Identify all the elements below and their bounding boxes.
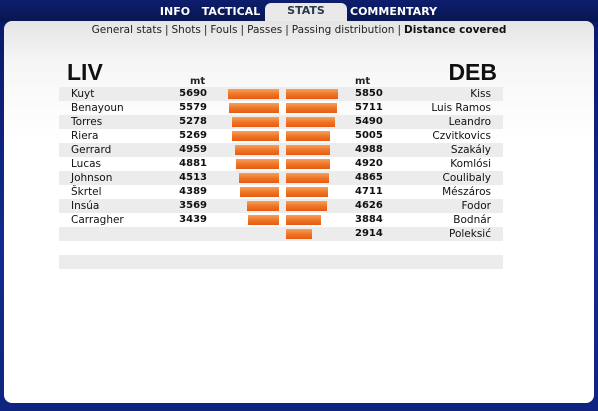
home-player-name: Johnson bbox=[71, 172, 113, 184]
table-row: Kuyt 5690 5850 Kiss bbox=[59, 87, 503, 101]
home-player-name: Insúa bbox=[71, 200, 100, 212]
away-distance-value: 4626 bbox=[355, 200, 383, 211]
away-team-name: DEB bbox=[448, 59, 497, 85]
home-distance-bar bbox=[235, 145, 279, 155]
away-unit-label: mt bbox=[355, 76, 371, 87]
away-distance-value: 4711 bbox=[355, 186, 383, 197]
table-footer-bar bbox=[59, 255, 503, 269]
away-distance-value: 4988 bbox=[355, 144, 383, 155]
away-player-name: Komlósi bbox=[450, 158, 491, 170]
away-distance-value: 5850 bbox=[355, 88, 383, 99]
subnav-fouls[interactable]: Fouls bbox=[210, 24, 238, 36]
away-player-name: Kiss bbox=[470, 88, 491, 100]
away-distance-bar bbox=[286, 201, 327, 211]
table-row: Carragher 3439 3884 Bodnár bbox=[59, 213, 503, 227]
subnav-separator: | bbox=[164, 24, 169, 36]
subnav-separator: | bbox=[397, 24, 401, 36]
away-player-name: Czvitkovics bbox=[432, 130, 491, 142]
home-player-name: Torres bbox=[71, 116, 103, 128]
away-player-name: Mészáros bbox=[442, 186, 491, 198]
away-distance-bar bbox=[286, 215, 321, 225]
home-distance-value: 5690 bbox=[179, 88, 207, 99]
home-distance-bar bbox=[239, 173, 279, 183]
table-row: Benayoun 5579 5711 Luis Ramos bbox=[59, 101, 503, 115]
subnav-passes[interactable]: Passes bbox=[247, 24, 283, 36]
subnav-passing-distribution[interactable]: Passing distribution bbox=[291, 24, 395, 36]
table-row: Škrtel 4389 4711 Mészáros bbox=[59, 185, 503, 199]
away-distance-bar bbox=[286, 173, 329, 183]
away-distance-bar bbox=[286, 89, 338, 99]
away-distance-value: 4920 bbox=[355, 158, 383, 169]
away-distance-value: 3884 bbox=[355, 214, 383, 225]
home-player-name: Benayoun bbox=[71, 102, 124, 114]
home-team-name: LIV bbox=[67, 59, 103, 85]
away-player-name: Bodnár bbox=[453, 214, 491, 226]
home-player-name: Lucas bbox=[71, 158, 101, 170]
subnav-separator: | bbox=[203, 24, 208, 36]
table-row: Riera 5269 5005 Czvitkovics bbox=[59, 129, 503, 143]
away-distance-bar bbox=[286, 145, 330, 155]
away-player-name: Luis Ramos bbox=[431, 102, 491, 114]
home-distance-value: 4881 bbox=[179, 158, 207, 169]
stats-panel: General stats | Shots | Fouls | Passes | Passing… bbox=[4, 21, 594, 403]
subnav-separator: | bbox=[285, 24, 289, 36]
away-distance-bar bbox=[286, 229, 312, 239]
away-distance-bar bbox=[286, 117, 335, 127]
home-distance-value: 3439 bbox=[179, 214, 207, 225]
away-player-name: Poleksić bbox=[449, 228, 491, 240]
away-distance-value: 4865 bbox=[355, 172, 383, 183]
home-player-name: Riera bbox=[71, 130, 99, 142]
away-distance-bar bbox=[286, 159, 330, 169]
away-distance-value: 5711 bbox=[355, 102, 383, 113]
away-distance-bar bbox=[286, 187, 328, 197]
home-distance-value: 5278 bbox=[179, 116, 207, 127]
away-player-name: Coulibaly bbox=[442, 172, 491, 184]
tab-tactical[interactable]: TACTICAL bbox=[201, 5, 261, 18]
home-player-name: Škrtel bbox=[71, 186, 102, 198]
away-distance-value: 2914 bbox=[355, 228, 383, 239]
home-distance-bar bbox=[240, 187, 279, 197]
away-distance-bar bbox=[286, 103, 337, 113]
away-distance-bar bbox=[286, 131, 330, 141]
tab-info[interactable]: INFO bbox=[159, 5, 191, 18]
home-distance-bar bbox=[232, 117, 279, 127]
home-distance-bar bbox=[247, 201, 279, 211]
stats-subnav: General stats | Shots | Fouls | Passes | Passing… bbox=[4, 24, 594, 38]
home-distance-value: 5269 bbox=[179, 130, 207, 141]
table-row: Torres 5278 5490 Leandro bbox=[59, 115, 503, 129]
away-distance-value: 5005 bbox=[355, 130, 383, 141]
subnav-shots[interactable]: Shots bbox=[171, 24, 201, 36]
home-distance-bar bbox=[229, 103, 279, 113]
away-player-name: Szakály bbox=[450, 144, 491, 156]
subnav-general-stats[interactable]: General stats bbox=[91, 24, 162, 36]
table-row: Gerrard 4959 4988 Szakály bbox=[59, 143, 503, 157]
tab-bar: INFO TACTICAL STATS COMMENTARY bbox=[0, 0, 598, 22]
subnav-separator: | bbox=[240, 24, 245, 36]
home-distance-value: 5579 bbox=[179, 102, 207, 113]
distance-table: Kuyt 5690 5850 Kiss Benayoun 5579 5711 Luis Ram… bbox=[59, 87, 503, 241]
table-row: Insúa 3569 4626 Fodor bbox=[59, 199, 503, 213]
home-distance-bar bbox=[228, 89, 279, 99]
home-player-name: Carragher bbox=[71, 214, 124, 226]
table-row: 2914 Poleksić bbox=[59, 227, 503, 241]
home-distance-value: 4959 bbox=[179, 144, 207, 155]
home-distance-value: 4389 bbox=[179, 186, 207, 197]
home-distance-bar bbox=[232, 131, 279, 141]
home-distance-bar bbox=[236, 159, 279, 169]
subnav-distance-covered[interactable]: Distance covered bbox=[404, 24, 507, 36]
home-distance-value: 3569 bbox=[179, 200, 207, 211]
tab-stats[interactable]: STATS bbox=[265, 3, 347, 22]
home-unit-label: mt bbox=[190, 76, 206, 87]
away-player-name: Fodor bbox=[461, 200, 492, 212]
home-distance-value: 4513 bbox=[179, 172, 207, 183]
home-player-name: Kuyt bbox=[71, 88, 95, 100]
away-player-name: Leandro bbox=[448, 116, 491, 128]
table-row: Johnson 4513 4865 Coulibaly bbox=[59, 171, 503, 185]
tab-commentary[interactable]: COMMENTARY bbox=[350, 5, 438, 18]
home-player-name: Gerrard bbox=[71, 144, 112, 156]
home-distance-bar bbox=[248, 215, 279, 225]
table-row: Lucas 4881 4920 Komlósi bbox=[59, 157, 503, 171]
away-distance-value: 5490 bbox=[355, 116, 383, 127]
